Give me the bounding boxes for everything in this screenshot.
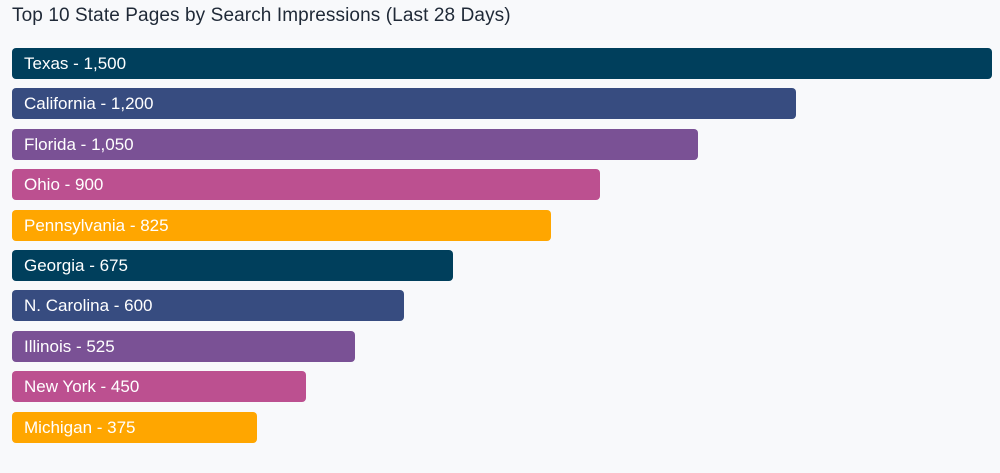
bar-pennsylvania: Pennsylvania - 825 — [12, 209, 551, 241]
bar-california: California - 1,200 — [12, 88, 796, 120]
bar-ohio: Ohio - 900 — [12, 169, 600, 201]
bar-texas: Texas - 1,500 — [12, 48, 992, 79]
bar-georgia: Georgia - 675 — [12, 250, 453, 281]
bar-michigan: Michigan - 375 — [12, 411, 257, 443]
chart-title: Top 10 State Pages by Search Impressions… — [12, 5, 511, 26]
bar-florida: Florida - 1,050 — [12, 128, 698, 160]
bar-new-york: New York - 450 — [12, 371, 306, 403]
bar-north-carolina: N. Carolina - 600 — [12, 290, 404, 322]
bar-illinois: Illinois - 525 — [12, 330, 355, 362]
